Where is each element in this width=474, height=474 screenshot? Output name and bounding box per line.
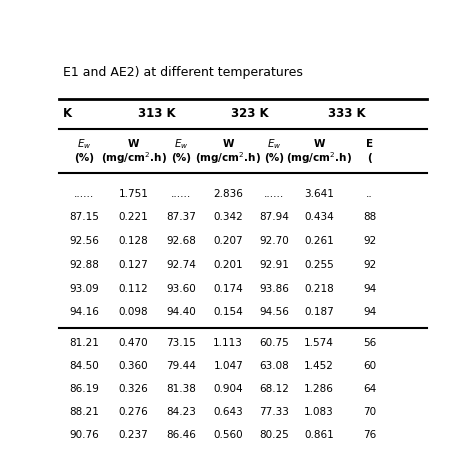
Text: 92.88: 92.88: [69, 260, 99, 270]
Text: 81.38: 81.38: [166, 384, 196, 394]
Text: 92: 92: [363, 236, 376, 246]
Text: 0.201: 0.201: [213, 260, 243, 270]
Text: ..: ..: [366, 189, 373, 199]
Text: 0.154: 0.154: [213, 307, 243, 318]
Text: (%): (%): [74, 154, 94, 164]
Text: 90.76: 90.76: [69, 430, 99, 440]
Text: 1.047: 1.047: [213, 361, 243, 372]
Text: 1.452: 1.452: [304, 361, 334, 372]
Text: 313 K: 313 K: [138, 107, 175, 120]
Text: $E_w$: $E_w$: [77, 137, 91, 151]
Text: 0.174: 0.174: [213, 283, 243, 293]
Text: 81.21: 81.21: [69, 338, 99, 348]
Text: 92.74: 92.74: [166, 260, 196, 270]
Text: W: W: [313, 139, 325, 149]
Text: 79.44: 79.44: [166, 361, 196, 372]
Text: 1.286: 1.286: [304, 384, 334, 394]
Text: 0.207: 0.207: [213, 236, 243, 246]
Text: 0.218: 0.218: [304, 283, 334, 293]
Text: 77.33: 77.33: [259, 407, 289, 418]
Text: W: W: [128, 139, 139, 149]
Text: 0.127: 0.127: [119, 260, 148, 270]
Text: 70: 70: [363, 407, 376, 418]
Text: 76: 76: [363, 430, 376, 440]
Text: $E_w$: $E_w$: [174, 137, 189, 151]
Text: 56: 56: [363, 338, 376, 348]
Text: 0.861: 0.861: [304, 430, 334, 440]
Text: 68.12: 68.12: [259, 384, 289, 394]
Text: 1.113: 1.113: [213, 338, 243, 348]
Text: 86.19: 86.19: [69, 384, 99, 394]
Text: 87.15: 87.15: [69, 212, 99, 222]
Text: 93.86: 93.86: [259, 283, 289, 293]
Text: 0.342: 0.342: [213, 212, 243, 222]
Text: 0.360: 0.360: [119, 361, 148, 372]
Text: 333 K: 333 K: [328, 107, 365, 120]
Text: 84.50: 84.50: [69, 361, 99, 372]
Text: 94.56: 94.56: [259, 307, 289, 318]
Text: 73.15: 73.15: [166, 338, 196, 348]
Text: 1.751: 1.751: [118, 189, 148, 199]
Text: 0.326: 0.326: [119, 384, 148, 394]
Text: (%): (%): [264, 154, 284, 164]
Text: 94.40: 94.40: [166, 307, 196, 318]
Text: 92.56: 92.56: [69, 236, 99, 246]
Text: 92.68: 92.68: [166, 236, 196, 246]
Text: 0.128: 0.128: [119, 236, 148, 246]
Text: E: E: [366, 139, 373, 149]
Text: 0.560: 0.560: [213, 430, 243, 440]
Text: E1 and AE2) at different temperatures: E1 and AE2) at different temperatures: [63, 66, 303, 79]
Text: 0.255: 0.255: [304, 260, 334, 270]
Text: 1.574: 1.574: [304, 338, 334, 348]
Text: 64: 64: [363, 384, 376, 394]
Text: 0.187: 0.187: [304, 307, 334, 318]
Text: 94: 94: [363, 283, 376, 293]
Text: 0.098: 0.098: [119, 307, 148, 318]
Text: 93.09: 93.09: [69, 283, 99, 293]
Text: 2.836: 2.836: [213, 189, 243, 199]
Text: ......: ......: [264, 189, 284, 199]
Text: W: W: [222, 139, 234, 149]
Text: 0.112: 0.112: [119, 283, 148, 293]
Text: 92.91: 92.91: [259, 260, 289, 270]
Text: (mg/cm$^2$.h): (mg/cm$^2$.h): [100, 150, 167, 166]
Text: 60.75: 60.75: [259, 338, 289, 348]
Text: 3.641: 3.641: [304, 189, 334, 199]
Text: 0.261: 0.261: [304, 236, 334, 246]
Text: 63.08: 63.08: [259, 361, 289, 372]
Text: 84.23: 84.23: [166, 407, 196, 418]
Text: 87.94: 87.94: [259, 212, 289, 222]
Text: 0.904: 0.904: [213, 384, 243, 394]
Text: 60: 60: [363, 361, 376, 372]
Text: (mg/cm$^2$.h): (mg/cm$^2$.h): [286, 150, 352, 166]
Text: ......: ......: [74, 189, 94, 199]
Text: 0.237: 0.237: [119, 430, 148, 440]
Text: K: K: [63, 107, 72, 120]
Text: 94.16: 94.16: [69, 307, 99, 318]
Text: 0.643: 0.643: [213, 407, 243, 418]
Text: (: (: [367, 154, 372, 164]
Text: 0.434: 0.434: [304, 212, 334, 222]
Text: 94: 94: [363, 307, 376, 318]
Text: 323 K: 323 K: [231, 107, 269, 120]
Text: ......: ......: [171, 189, 191, 199]
Text: 0.221: 0.221: [119, 212, 148, 222]
Text: 86.46: 86.46: [166, 430, 196, 440]
Text: 88.21: 88.21: [69, 407, 99, 418]
Text: 0.470: 0.470: [119, 338, 148, 348]
Text: 93.60: 93.60: [166, 283, 196, 293]
Text: 0.276: 0.276: [119, 407, 148, 418]
Text: (mg/cm$^2$.h): (mg/cm$^2$.h): [195, 150, 261, 166]
Text: 1.083: 1.083: [304, 407, 334, 418]
Text: 87.37: 87.37: [166, 212, 196, 222]
Text: 92: 92: [363, 260, 376, 270]
Text: $E_w$: $E_w$: [267, 137, 282, 151]
Text: 80.25: 80.25: [259, 430, 289, 440]
Text: 88: 88: [363, 212, 376, 222]
Text: (%): (%): [172, 154, 191, 164]
Text: 92.70: 92.70: [259, 236, 289, 246]
